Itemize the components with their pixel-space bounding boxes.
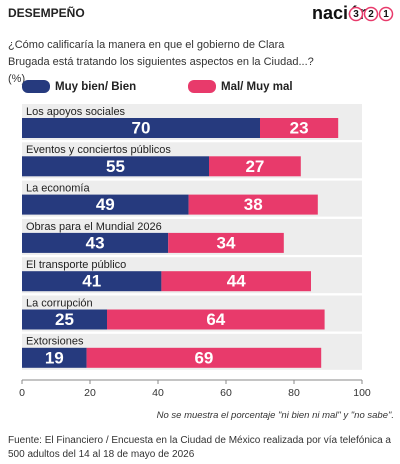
category-label: Eventos y conciertos públicos (26, 144, 171, 156)
bar-segment (209, 156, 301, 177)
category-label: Extorsiones (26, 336, 84, 348)
value-label: 69 (194, 348, 213, 367)
value-label: 38 (244, 195, 263, 214)
x-tick-label: 60 (220, 387, 232, 399)
value-label: 49 (96, 195, 115, 214)
logo-digit: 2 (368, 9, 374, 20)
value-label: 25 (55, 310, 74, 329)
note: No se muestra el porcentaje "ni bien ni … (156, 410, 394, 421)
logo: nación (312, 3, 370, 23)
value-label: 23 (290, 118, 309, 137)
row-band (22, 218, 362, 255)
bar-segment (22, 194, 189, 215)
row-band (22, 257, 362, 294)
x-tick-label: 0 (19, 387, 25, 399)
logo-circle (363, 6, 379, 22)
value-label: 19 (45, 348, 64, 367)
logo-digit: 1 (383, 9, 389, 20)
row-band (22, 180, 362, 217)
bar-segment (22, 309, 107, 330)
category-label: La corrupción (26, 297, 93, 309)
bar-segment (22, 118, 260, 138)
section-label: DESEMPEÑO (8, 6, 85, 20)
category-label: Obras para el Mundial 2026 (26, 221, 162, 233)
bar-segment (260, 118, 339, 138)
bar-segment (188, 194, 318, 215)
value-label: 64 (206, 310, 225, 329)
bar-segment (22, 271, 162, 292)
bar-segment (22, 347, 87, 368)
row-band (22, 104, 362, 140)
category-label: El transporte público (26, 259, 126, 271)
logo-circle (348, 6, 364, 22)
x-tick-label: 80 (288, 387, 300, 399)
chart-title: ¿Cómo calificaría la manera en que el go… (8, 39, 314, 85)
value-label: 34 (217, 233, 236, 252)
x-tick-label: 100 (353, 387, 371, 399)
x-tick-label: 40 (152, 387, 164, 399)
value-label: 55 (106, 157, 125, 176)
x-tick-label: 20 (84, 387, 96, 399)
value-label: 43 (86, 233, 105, 252)
logo-digit: 3 (353, 9, 359, 20)
logo-circle (378, 6, 394, 22)
category-label: Los apoyos sociales (26, 106, 126, 118)
value-label: 41 (82, 272, 101, 291)
bar-segment (22, 156, 209, 177)
value-label: 70 (132, 118, 151, 137)
bar-segment (86, 347, 322, 368)
value-label: 44 (227, 272, 246, 291)
row-band (22, 333, 362, 370)
source: Fuente: El Financiero / Encuesta en la C… (8, 435, 391, 460)
category-label: La economía (26, 183, 90, 195)
row-band (22, 295, 362, 332)
bar-segment (161, 271, 311, 292)
bar-segment (168, 232, 284, 253)
row-band (22, 142, 362, 179)
value-label: 27 (245, 157, 264, 176)
bar-segment (107, 309, 325, 330)
bar-segment (22, 232, 169, 253)
